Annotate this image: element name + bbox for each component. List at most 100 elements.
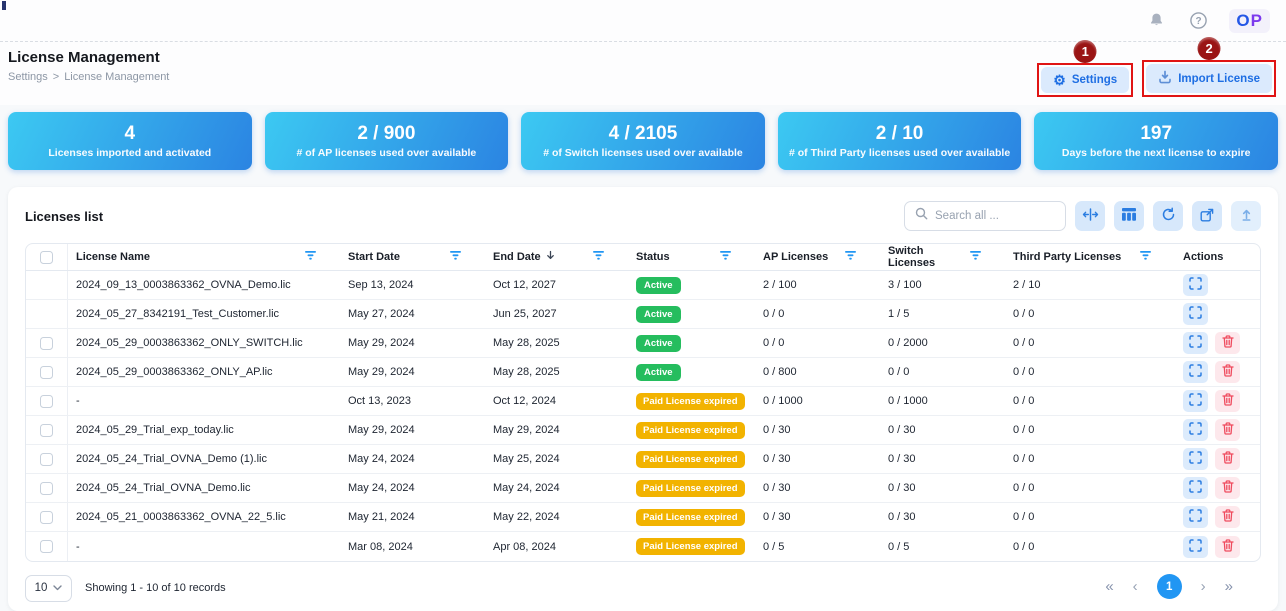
status-cell: Active	[628, 334, 755, 352]
expand-icon	[1189, 422, 1202, 438]
expand-details-button[interactable]	[1183, 477, 1208, 499]
help-icon[interactable]: ?	[1187, 10, 1209, 32]
current-page-button[interactable]: 1	[1156, 574, 1182, 599]
column-header-switch-licenses[interactable]: Switch Licenses	[880, 245, 1005, 269]
licenses-list-title: Licenses list	[25, 208, 104, 224]
start-date-cell: Mar 08, 2024	[348, 540, 413, 553]
expand-details-button[interactable]	[1183, 448, 1208, 470]
annotation-box-settings: 1 ⚙ Settings	[1037, 40, 1134, 97]
expand-details-button[interactable]	[1183, 332, 1208, 354]
switch-licenses-cell: 0 / 30	[888, 424, 916, 436]
settings-button-label: Settings	[1071, 74, 1118, 86]
actions-cell	[1175, 419, 1260, 441]
row-checkbox[interactable]	[40, 394, 53, 408]
import-license-button[interactable]: Import License	[1146, 64, 1272, 93]
end-date-cell: May 22, 2024	[493, 511, 560, 523]
first-page-icon[interactable]: «	[1105, 578, 1114, 595]
trash-icon	[1221, 364, 1234, 380]
fit-columns-button[interactable]	[1075, 201, 1105, 231]
export-button[interactable]	[1192, 201, 1222, 231]
end-date-cell: May 28, 2025	[493, 366, 560, 378]
fit-columns-icon	[1082, 208, 1099, 224]
third-party-licenses-cell: 0 / 0	[1013, 424, 1035, 436]
columns-button[interactable]	[1114, 201, 1144, 231]
row-checkbox[interactable]	[40, 452, 53, 466]
start-date-cell: May 24, 2024	[348, 482, 415, 494]
end-date-cell: Apr 08, 2024	[493, 540, 556, 553]
switch-licenses-cell: 0 / 1000	[888, 395, 928, 407]
delete-license-button[interactable]	[1215, 448, 1240, 470]
expand-icon	[1189, 364, 1202, 380]
start-date-cell: May 21, 2024	[348, 511, 415, 523]
expand-icon	[1189, 480, 1202, 496]
chevron-down-icon	[53, 582, 63, 594]
end-date-cell: Oct 12, 2027	[493, 279, 556, 291]
search-box[interactable]	[904, 201, 1066, 231]
filter-icon[interactable]	[970, 251, 981, 263]
delete-license-button[interactable]	[1215, 332, 1240, 354]
row-checkbox[interactable]	[40, 510, 53, 524]
delete-license-button[interactable]	[1215, 477, 1240, 499]
next-page-icon[interactable]: ›	[1200, 578, 1206, 595]
column-header-start-date[interactable]: Start Date	[340, 251, 485, 263]
delete-license-button[interactable]	[1215, 419, 1240, 441]
column-header-ap-licenses[interactable]: AP Licenses	[755, 251, 880, 263]
breadcrumb-root[interactable]: Settings	[8, 71, 48, 83]
card-value: 4	[124, 123, 136, 144]
row-checkbox[interactable]	[40, 365, 53, 379]
delete-license-button[interactable]	[1215, 361, 1240, 383]
top-bar: ? OP	[0, 0, 1286, 42]
page-title: License Management	[8, 49, 160, 66]
third-party-licenses-cell: 2 / 10	[1013, 279, 1041, 291]
breadcrumb-separator: >	[52, 71, 60, 83]
filter-icon[interactable]	[720, 251, 731, 263]
row-checkbox[interactable]	[40, 423, 53, 437]
actions-cell	[1175, 390, 1260, 412]
notifications-bell-icon[interactable]	[1145, 10, 1167, 32]
prev-page-icon[interactable]: ‹	[1132, 578, 1138, 595]
delete-license-button[interactable]	[1215, 535, 1240, 558]
last-page-icon[interactable]: »	[1224, 578, 1233, 595]
delete-license-button[interactable]	[1215, 506, 1240, 528]
filter-icon[interactable]	[593, 251, 604, 263]
expand-details-button[interactable]	[1183, 535, 1208, 558]
column-header-end-date[interactable]: End Date	[485, 250, 628, 264]
delete-license-button[interactable]	[1215, 390, 1240, 412]
settings-button[interactable]: ⚙ Settings	[1041, 67, 1130, 93]
search-input[interactable]	[935, 210, 1045, 222]
column-header-license-name[interactable]: License Name	[68, 251, 340, 263]
expand-details-button[interactable]	[1183, 303, 1208, 325]
actions-cell	[1175, 332, 1260, 354]
refresh-button[interactable]	[1153, 201, 1183, 231]
card-label: Days before the next license to expire	[1061, 147, 1251, 159]
expand-details-button[interactable]	[1183, 274, 1208, 296]
row-checkbox[interactable]	[40, 481, 53, 495]
expand-details-button[interactable]	[1183, 390, 1208, 412]
column-header-status[interactable]: Status	[628, 251, 755, 263]
filter-icon[interactable]	[450, 251, 461, 263]
ap-licenses-cell: 0 / 0	[763, 308, 785, 320]
expand-details-button[interactable]	[1183, 361, 1208, 383]
status-badge: Paid License expired	[636, 450, 745, 468]
filter-icon[interactable]	[845, 251, 856, 263]
expand-details-button[interactable]	[1183, 419, 1208, 441]
row-checkbox[interactable]	[40, 336, 53, 350]
ap-licenses-cell: 0 / 30	[763, 511, 791, 523]
license-name-cell: 2024_09_13_0003863362_OVNA_Demo.lic	[76, 279, 291, 291]
row-checkbox[interactable]	[40, 540, 53, 553]
table-row: 2024_05_29_0003863362_ONLY_AP.lic May 29…	[26, 358, 1260, 387]
ap-licenses-cell: 0 / 5	[763, 540, 785, 553]
select-all-checkbox[interactable]	[40, 250, 53, 264]
upload-button[interactable]	[1231, 201, 1261, 231]
status-badge: Paid License expired	[636, 392, 745, 410]
refresh-icon	[1161, 207, 1176, 225]
license-name-cell: 2024_05_29_0003863362_ONLY_SWITCH.lic	[76, 337, 303, 349]
sort-desc-icon[interactable]	[545, 250, 556, 264]
expand-details-button[interactable]	[1183, 506, 1208, 528]
column-header-third-party-licenses[interactable]: Third Party Licenses	[1005, 251, 1175, 263]
user-avatar[interactable]: OP	[1229, 8, 1270, 33]
filter-icon[interactable]	[305, 251, 316, 263]
third-party-licenses-cell: 0 / 0	[1013, 366, 1035, 378]
filter-icon[interactable]	[1140, 251, 1151, 263]
status-badge: Paid License expired	[636, 538, 745, 555]
